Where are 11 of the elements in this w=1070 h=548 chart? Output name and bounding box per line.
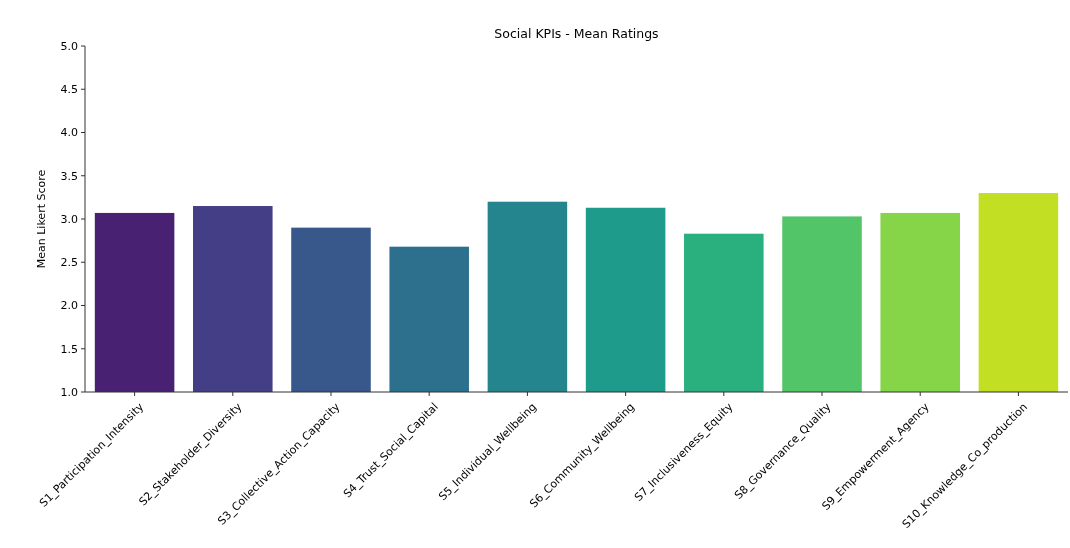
y-tick-label: 2.0 [60,299,78,313]
y-tick-label: 1.5 [60,342,78,356]
y-tick-label: 3.0 [60,212,78,226]
y-tick-label: 5.0 [60,39,78,53]
y-tick-label: 3.5 [60,169,78,183]
y-tick-label: 2.5 [60,256,78,270]
y-axis-title: Mean Likert Score [35,169,48,269]
chart-title: Social KPIs - Mean Ratings [494,26,659,41]
y-tick-label: 4.0 [60,126,78,140]
y-tick-label: 4.5 [60,83,78,97]
y-tick-label: 1.0 [60,385,78,399]
